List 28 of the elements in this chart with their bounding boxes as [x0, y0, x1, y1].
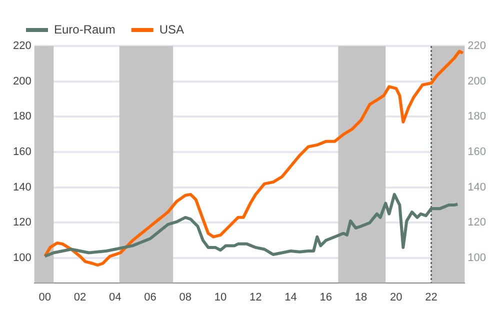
x-tick-label: 16	[320, 291, 332, 304]
y2-tick-label: 160	[468, 146, 486, 158]
x-tick-label: 18	[354, 291, 368, 304]
x-tick-label: 12	[250, 291, 262, 304]
x-tick-label: 02	[74, 291, 86, 304]
legend-label: Euro-Raum	[54, 22, 116, 36]
x-tick-label: 04	[109, 291, 122, 304]
y-tick-label: 160	[12, 146, 32, 158]
x-tick-label: 08	[179, 291, 192, 304]
y-tick-label: 200	[12, 75, 32, 88]
y-tick-label: 100	[12, 252, 32, 264]
y-tick-label: 180	[12, 110, 32, 123]
y2-tick-label: 200	[468, 75, 486, 88]
x-tick-label: 22	[425, 291, 438, 304]
x-tick-label: 06	[144, 291, 156, 304]
y2-tick-label: 120	[468, 216, 486, 229]
y2-tick-label: 220	[468, 40, 486, 52]
y2-tick-label: 180	[468, 110, 486, 123]
x-tick-label: 10	[214, 291, 227, 304]
y-tick-label: 220	[12, 40, 32, 52]
x-tick-label: 20	[390, 291, 402, 304]
x-tick-label: 14	[284, 291, 297, 304]
y2-tick-label: 100	[468, 252, 486, 264]
y-tick-label: 140	[12, 181, 32, 194]
y2-tick-label: 140	[468, 181, 486, 194]
x-tick-label: 00	[38, 291, 52, 304]
y-tick-label: 120	[12, 216, 32, 229]
legend-label: USA	[159, 22, 184, 36]
